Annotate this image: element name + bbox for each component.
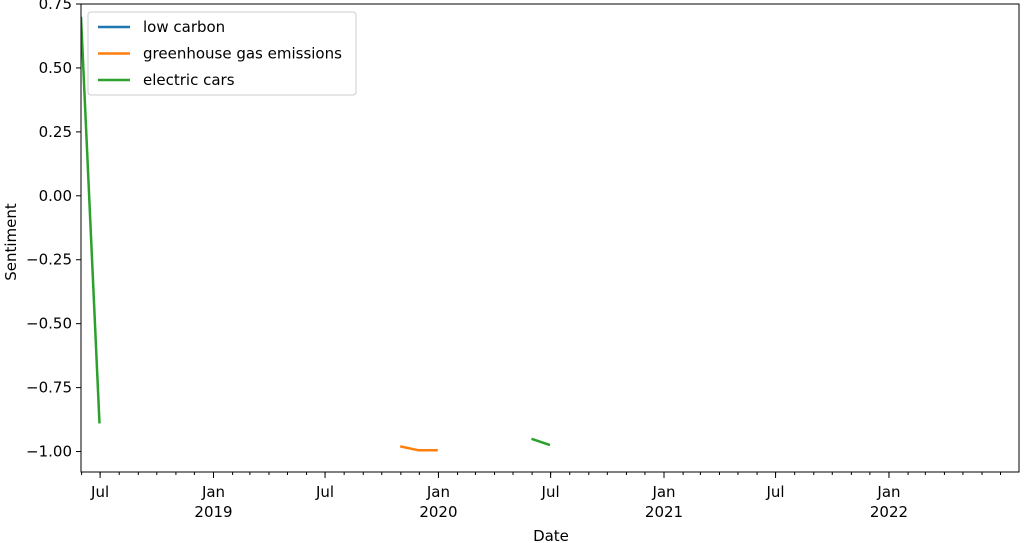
legend-box	[87, 11, 357, 96]
y-axis-title: Sentiment	[2, 203, 20, 281]
legend-label: greenhouse gas emissions	[143, 45, 342, 63]
legend: low carbon greenhouse gas emissions electr…	[87, 11, 357, 96]
y-tick-label: −1.00	[26, 443, 72, 461]
y-tick-label: 0.75	[39, 0, 72, 13]
x-tick-label: Jan	[201, 483, 225, 501]
x-tick-label: Jul	[315, 483, 334, 501]
x-axis: Jul Jan 2019 Jul Jan 2020 Jul Jan 2021 Jul Jan 2022	[81, 472, 1002, 521]
x-axis-title: Date	[533, 527, 569, 543]
x-tick-label: Jul	[541, 483, 560, 501]
plot-lines	[81, 16, 551, 452]
x-tick-year-label: 2021	[645, 503, 683, 521]
y-tick-label: 0.00	[39, 187, 72, 205]
y-tick-label: 0.50	[39, 59, 72, 77]
series-line-electric-cars	[81, 16, 101, 424]
y-axis: 0.75 0.50 0.25 0.00 −0.25 −0.50 −0.75 −1.00	[26, 0, 81, 461]
legend-label: electric cars	[143, 71, 235, 89]
x-tick-label: Jul	[90, 483, 109, 501]
x-tick-year-label: 2019	[194, 503, 232, 521]
y-tick-label: −0.50	[26, 315, 72, 333]
x-tick-label: Jan	[426, 483, 450, 501]
series-line-greenhouse-gas-emissions	[399, 445, 438, 452]
plot-frame	[80, 3, 1020, 473]
y-tick-label: −0.25	[26, 251, 72, 269]
x-tick-year-label: 2020	[419, 503, 457, 521]
x-tick-label: Jan	[651, 483, 675, 501]
legend-label: low carbon	[143, 18, 225, 36]
x-tick-label: Jul	[766, 483, 785, 501]
series-line-electric-cars	[531, 437, 551, 447]
x-tick-year-label: 2022	[870, 503, 908, 521]
y-tick-label: 0.25	[39, 123, 72, 141]
y-tick-label: −0.75	[26, 379, 72, 397]
x-tick-label: Jan	[876, 483, 900, 501]
